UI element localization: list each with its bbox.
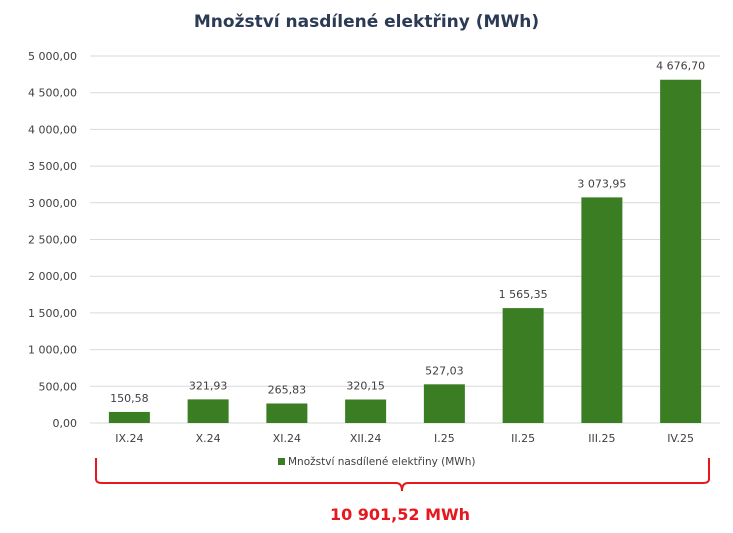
y-tick-label: 500,00	[39, 380, 78, 393]
bar	[345, 399, 387, 423]
data-label: 527,03	[425, 364, 464, 377]
y-tick-label: 3 500,00	[28, 160, 77, 173]
chart-title: Množství nasdílené elektřiny (MWh)	[193, 12, 540, 32]
y-tick-label: 3 000,00	[28, 197, 77, 210]
legend-label: Množství nasdílené elektřiny (MWh)	[288, 456, 475, 468]
bar	[266, 403, 308, 423]
total-label: 10 901,52 MWh	[329, 505, 471, 524]
data-label: 1 565,35	[499, 288, 548, 301]
legend-swatch	[278, 458, 285, 465]
data-label: 320,15	[346, 380, 385, 393]
y-tick-label: 1 000,00	[28, 344, 77, 357]
y-tick-label: 4 000,00	[28, 123, 77, 136]
bar	[581, 197, 623, 423]
total-bracket	[95, 458, 710, 492]
y-tick-label: 2 500,00	[28, 234, 77, 247]
bar	[108, 411, 150, 423]
x-tick-label: XII.24	[350, 432, 382, 445]
data-label: 4 676,70	[656, 60, 705, 73]
bar	[187, 399, 229, 423]
data-label: 321,93	[189, 379, 228, 392]
bar	[660, 79, 702, 423]
y-tick-label: 0,00	[53, 417, 78, 430]
y-tick-label: 4 500,00	[28, 87, 77, 100]
data-label: 150,58	[110, 392, 149, 405]
x-tick-label: III.25	[588, 432, 615, 445]
y-tick-label: 1 500,00	[28, 307, 77, 320]
x-tick-label: X.24	[196, 432, 221, 445]
data-label: 3 073,95	[577, 177, 626, 190]
x-tick-label: II.25	[511, 432, 535, 445]
bar	[423, 384, 465, 423]
data-label: 265,83	[268, 383, 307, 396]
x-tick-label: XI.24	[273, 432, 301, 445]
y-tick-label: 2 000,00	[28, 270, 77, 283]
x-tick-label: IV.25	[667, 432, 694, 445]
x-tick-label: IX.24	[115, 432, 143, 445]
y-tick-label: 5 000,00	[28, 50, 77, 63]
bar	[502, 308, 544, 423]
x-tick-label: I.25	[434, 432, 455, 445]
